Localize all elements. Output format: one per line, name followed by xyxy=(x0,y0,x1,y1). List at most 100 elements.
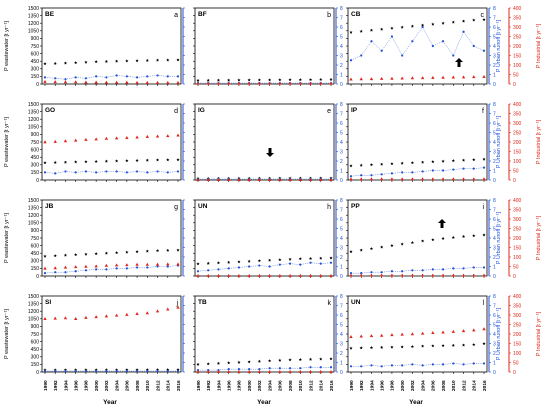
wastewater-point xyxy=(63,61,68,65)
urban-point xyxy=(268,367,271,370)
urban-point xyxy=(360,272,363,275)
industrial-point xyxy=(114,136,119,140)
urban-point xyxy=(482,49,486,52)
wastewater-point xyxy=(257,359,261,363)
left-tick-label: 1500 xyxy=(28,198,39,204)
industrial-tick-label: 100 xyxy=(513,351,522,357)
wastewater-point xyxy=(329,357,333,361)
urban-point xyxy=(237,368,241,371)
left-tick-label: 1050 xyxy=(28,221,39,227)
wastewater-point xyxy=(176,367,180,372)
wastewater-point xyxy=(247,78,251,82)
urban-tick-label: 4 xyxy=(493,332,496,338)
urban-point xyxy=(258,368,261,371)
industrial-point xyxy=(451,75,456,79)
left-tick-label: 1350 xyxy=(28,205,39,211)
wastewater-point xyxy=(298,357,302,361)
wastewater-point xyxy=(115,59,119,63)
left-tick-label: 450 xyxy=(31,155,40,161)
wastewater-point xyxy=(268,359,272,363)
left-tick-label: 150 xyxy=(31,74,40,80)
wastewater-point xyxy=(216,261,221,265)
urban-point xyxy=(227,267,230,270)
urban-tick-label: 7 xyxy=(340,207,343,213)
panel-code: PP xyxy=(351,203,360,210)
industrial-point xyxy=(237,178,241,182)
industrial-point xyxy=(410,177,415,181)
industrial-tick-label: 200 xyxy=(513,332,522,338)
wastewater-point xyxy=(288,257,292,261)
urban-point xyxy=(329,366,333,369)
wastewater-point xyxy=(237,260,241,264)
wastewater-point xyxy=(390,345,394,349)
industrial-point xyxy=(461,177,466,181)
industrial-point xyxy=(135,80,139,84)
industrial-point xyxy=(349,77,353,81)
industrial-point xyxy=(104,136,109,140)
industrial-point xyxy=(472,177,476,181)
urban-point xyxy=(482,166,486,169)
wastewater-point xyxy=(380,27,384,31)
wastewater-point xyxy=(359,163,363,167)
left-tick-label: 1500 xyxy=(28,294,39,300)
wastewater-point xyxy=(329,256,333,260)
industrial-tick-label: 400 xyxy=(513,6,522,12)
industrial-point xyxy=(390,177,394,181)
wastewater-point xyxy=(53,61,57,65)
urban-series-line xyxy=(350,26,485,61)
urban-point xyxy=(217,268,220,271)
urban-tick-label: 8 xyxy=(340,294,343,300)
wastewater-point xyxy=(451,343,455,347)
industrial-point xyxy=(73,317,78,320)
industrial-tick-label: 300 xyxy=(513,313,522,319)
urban-tick-label: 6 xyxy=(340,121,343,127)
urban-point xyxy=(166,265,169,268)
y-axis-title-urban-runoff: P Urban runoff [t yr⁻¹] xyxy=(496,115,502,168)
industrial-tick-label: 100 xyxy=(513,159,522,165)
industrial-point xyxy=(176,262,180,266)
x-tick-label: 1996 xyxy=(226,380,232,391)
industrial-point xyxy=(359,177,363,181)
industrial-point xyxy=(104,314,109,318)
industrial-point xyxy=(349,335,353,339)
industrial-point xyxy=(247,369,251,373)
urban-point xyxy=(349,175,353,178)
wastewater-point xyxy=(359,248,363,252)
industrial-point xyxy=(482,273,486,277)
industrial-point xyxy=(114,263,119,267)
industrial-point xyxy=(104,263,109,267)
wastewater-point xyxy=(43,161,47,165)
industrial-point xyxy=(104,80,109,84)
industrial-point xyxy=(278,273,282,277)
industrial-point xyxy=(400,332,404,336)
urban-tick-label: 7 xyxy=(493,303,496,309)
industrial-point xyxy=(420,76,425,80)
wastewater-point xyxy=(237,360,241,364)
urban-point xyxy=(95,75,98,78)
wastewater-point xyxy=(461,158,466,162)
industrial-tick-label: 0 xyxy=(513,370,516,376)
industrial-tick-label: 0 xyxy=(513,274,516,280)
panel-letter: k xyxy=(328,300,332,307)
industrial-point xyxy=(278,81,282,85)
x-tick-label: 2016 xyxy=(482,380,488,391)
urban-point xyxy=(74,171,77,174)
industrial-point xyxy=(166,307,170,311)
wastewater-point xyxy=(298,77,302,82)
x-tick-label: 2012 xyxy=(155,380,161,391)
urban-tick-label: 5 xyxy=(493,130,496,136)
industrial-point xyxy=(472,75,476,79)
panel-letter: d xyxy=(174,108,178,115)
industrial-point xyxy=(472,273,476,277)
wastewater-point xyxy=(369,246,374,251)
urban-tick-label: 1 xyxy=(493,72,496,78)
urban-point xyxy=(95,369,98,373)
wastewater-point xyxy=(227,78,231,82)
x-tick-label: 2010 xyxy=(145,380,151,391)
industrial-point xyxy=(451,329,456,333)
urban-tick-label: 7 xyxy=(340,15,343,21)
urban-point xyxy=(411,363,414,366)
industrial-point xyxy=(441,330,445,334)
left-tick-label: 1050 xyxy=(28,317,39,323)
industrial-point xyxy=(145,311,150,315)
